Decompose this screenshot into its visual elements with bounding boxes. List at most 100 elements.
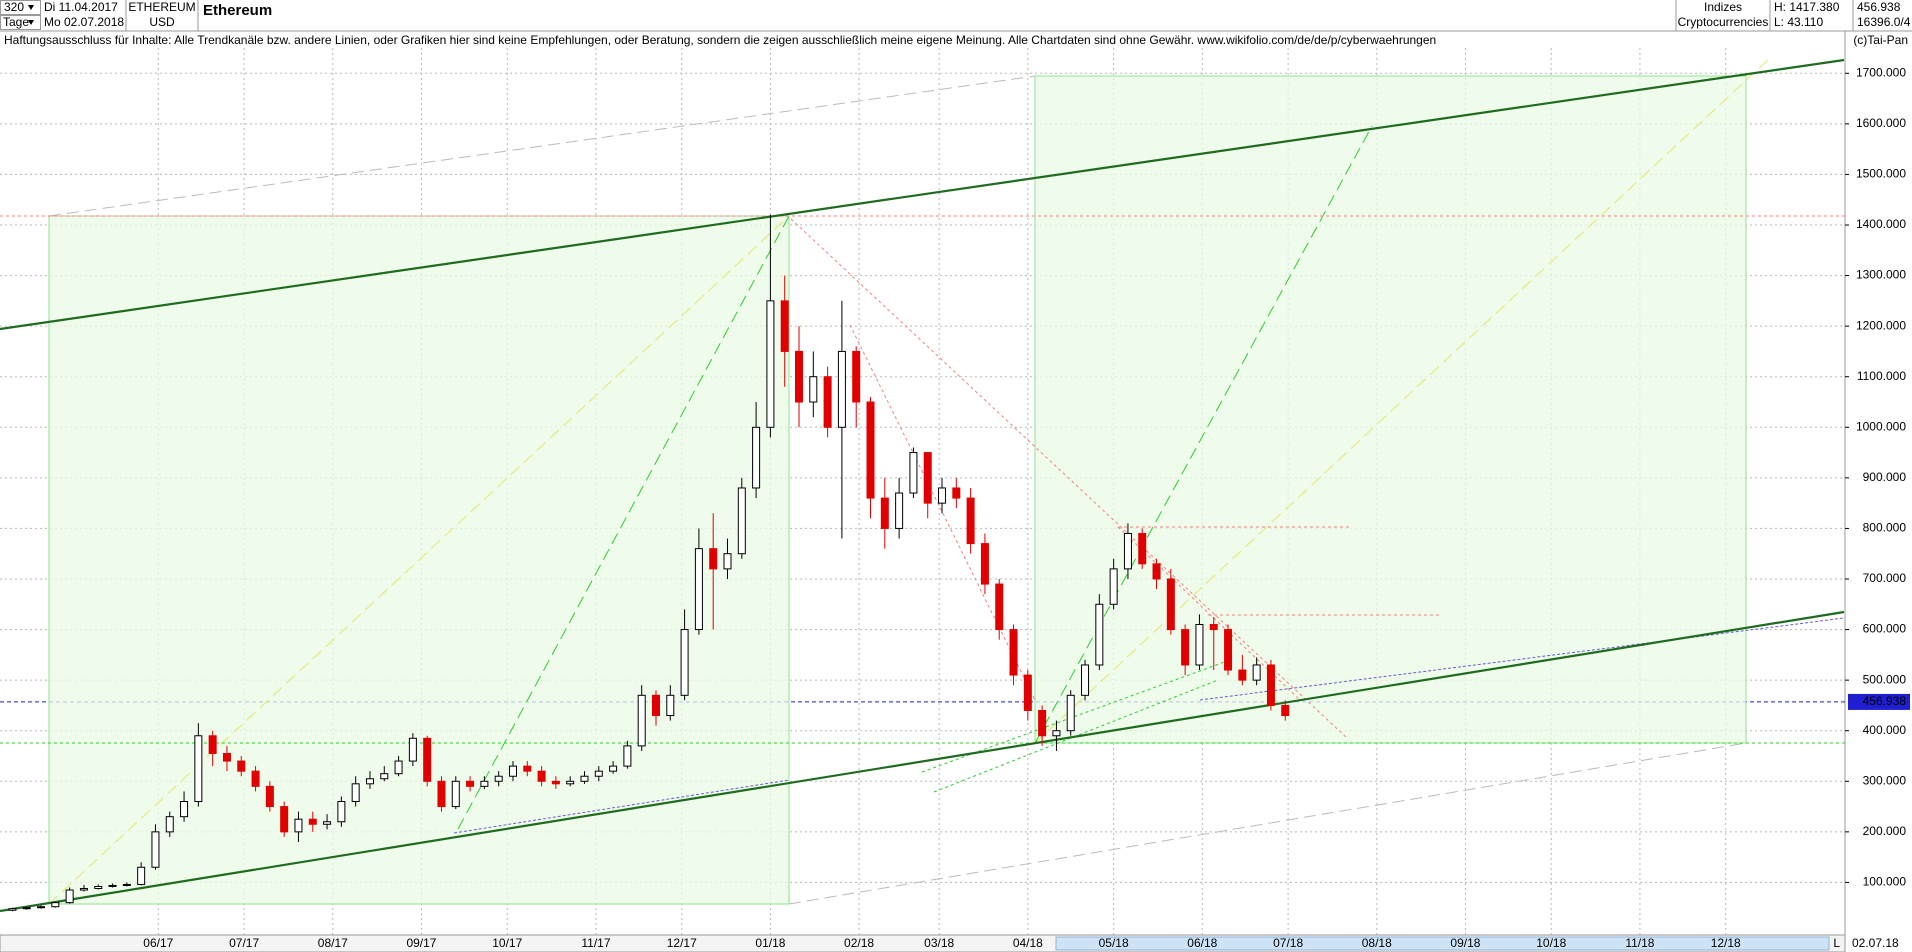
candle-body [1109,568,1118,605]
candle-body [609,765,618,772]
candle-body [1181,629,1190,666]
dashed-line [48,75,1036,217]
candle-body [852,350,861,403]
candle-body [795,350,804,403]
candle-body [709,548,718,570]
x-tick-label: 06/18 [1187,936,1217,950]
x-tick-label: 02/18 [844,936,874,950]
dotted-line [849,324,1036,701]
candle-body [1224,629,1233,671]
candle-body [523,765,532,772]
candle-body [694,548,703,631]
dropdown-icon[interactable] [28,5,34,10]
candle-body [122,883,131,886]
y-tick-label: 800.000 [1863,521,1907,535]
candle-body [365,778,374,785]
candle-body [923,452,932,504]
candle-body [208,735,217,754]
dotted-line [453,779,790,834]
candle-body [22,907,31,910]
period-box[interactable] [0,0,41,15]
candle-body [1138,532,1147,565]
candle-body [351,783,360,803]
x-tick-label: 09/18 [1450,936,1480,950]
candle-body [1066,694,1075,732]
candle-body [637,694,646,747]
candle-body [437,780,446,808]
candle-body [180,801,189,818]
y-tick-label: 1200.000 [1856,318,1906,332]
dashed-line [1034,125,1373,744]
candle-body [237,760,246,772]
candle-body [1252,664,1261,681]
candle-body [1095,603,1104,666]
x-tick-label: 07/17 [229,936,259,950]
chart-title: Ethereum [203,2,272,19]
x-tick-label: 04/18 [1013,936,1043,950]
x-tick-label: 09/17 [406,936,436,950]
y-tick-label: 400.000 [1863,723,1907,737]
axes: 100.000 200.000 300.000 400.000 500.000 600.0… [143,65,1910,950]
unit[interactable]: Tage [3,15,29,29]
x-tick-label: 03/18 [924,936,954,950]
candle-body [337,801,346,823]
last-price-label: 456.938 [1863,694,1907,708]
trend-channel [0,58,1845,331]
y-tick-label: 300.000 [1863,773,1907,787]
volume: 16396.0/4 [1857,15,1911,29]
box [1034,75,1747,744]
copyright: (c)Tai-Pan [1853,33,1908,47]
dotted-line [790,218,1348,739]
candle-body [1166,578,1175,631]
subgroup: Cryptocurrencies [1678,15,1769,29]
candle-body [408,737,417,762]
unit-box[interactable] [0,15,41,30]
x-tick-label: 08/17 [318,936,348,950]
candle-body [108,884,117,887]
candle-body [566,780,575,785]
low-label: L: 43.110 [1774,15,1823,29]
candle-body [94,885,103,889]
candle-body [580,775,589,782]
y-tick-label: 1300.000 [1856,268,1906,282]
drawings [0,56,1845,913]
candle-body [952,487,961,499]
candle-body [752,426,761,489]
candle-body [222,752,231,762]
candle-body [780,300,789,352]
period-count[interactable]: 320 [4,0,24,14]
dropdown-icon[interactable] [28,20,34,25]
x-tick-label: 11/18 [1625,936,1654,950]
y-tick-label: 100.000 [1863,875,1907,889]
candle-body [980,543,989,585]
candle-body [680,629,689,696]
x-tick-label: 05/18 [1099,936,1129,950]
scale-mode[interactable]: L [1833,936,1840,950]
candle-body [294,818,303,833]
candle-body [880,497,889,529]
candle-body [1152,563,1161,580]
y-tick-label: 1100.000 [1857,369,1906,383]
candle-body [1209,624,1218,631]
x-tick-label: 06/17 [143,936,173,950]
candle-body [1038,709,1047,737]
candle-body [151,831,160,868]
candle-body [265,785,274,808]
candle-body [966,497,975,545]
trend-channel [0,610,1845,913]
candle-body [308,818,317,825]
end-date: Mo 02.07.2018 [44,15,124,29]
candle-body [8,908,17,911]
candle-body [323,821,332,825]
x-tick-label: 01/18 [755,936,785,950]
y-tick-label: 500.000 [1863,672,1907,686]
y-tick-label: 700.000 [1863,571,1907,585]
y-tick-label: 1400.000 [1856,217,1906,231]
scrollbar[interactable] [1055,936,1830,951]
y-tick-label: 1500.000 [1856,167,1906,181]
candle-body [1052,730,1061,737]
candle-body [623,745,632,767]
candle-body [737,487,746,555]
x-tick-label: 11/17 [581,936,610,950]
